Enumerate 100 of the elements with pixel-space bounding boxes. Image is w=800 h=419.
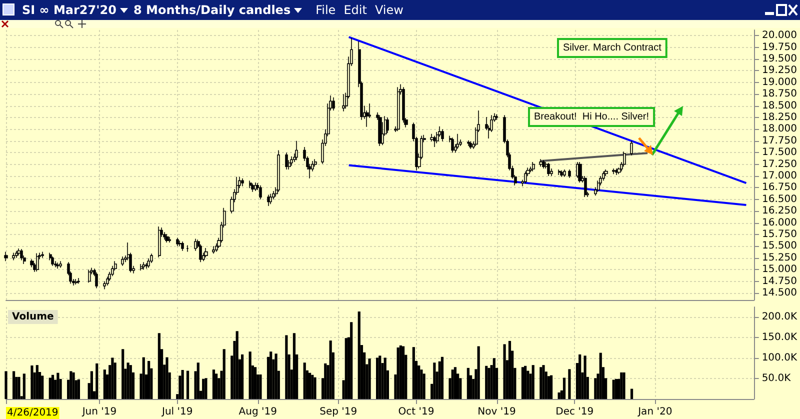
y-tick-label: 100.0K [762,352,798,364]
candlestick [277,150,280,192]
bar [90,371,93,399]
chart-title: SI ∞ Mar27'20 [22,3,116,17]
candlestick [547,162,550,176]
candlestick [59,260,62,268]
bar [158,333,160,399]
candlestick [433,135,436,148]
candlestick [456,133,459,150]
candlestick [163,232,166,240]
bar [129,365,132,399]
bar [285,335,288,399]
bar [314,377,316,399]
bar [492,358,496,399]
candlestick [342,94,345,112]
candlestick [194,238,197,252]
bar [358,312,360,399]
candlestick [249,180,252,189]
bar [22,374,26,399]
candlestick [75,278,78,285]
candlestick [524,170,527,184]
bar [274,354,278,399]
candlestick [269,193,272,204]
candlestick [529,166,532,173]
bar [599,352,602,399]
y-tick-label: 14.500 [762,287,798,298]
bar [186,370,190,399]
bar [532,365,534,399]
x-tick-label: Jan '20 [637,406,672,418]
bar [30,365,34,399]
candlestick [568,169,571,178]
bar [324,363,327,399]
x-tick-label: Nov '19 [478,406,516,418]
candlestick [285,152,288,170]
candlestick [267,194,270,206]
bar [620,372,623,399]
candlestick [259,184,262,200]
bar [412,347,415,399]
candlestick [397,86,400,132]
candlestick [30,258,34,268]
bar [542,365,545,399]
bar [630,388,634,399]
candlestick [17,248,21,256]
bar [508,340,512,399]
bar [142,357,145,399]
candlestick [539,158,543,168]
candlestick [578,162,582,183]
bar [308,372,312,399]
bar [77,379,80,399]
bar [222,349,226,399]
bar [384,358,386,399]
y-tick-label: 19.250 [762,65,798,76]
bar [614,378,618,399]
candlestick [451,137,454,153]
bar [303,362,306,399]
candlestick [51,256,54,266]
bar [477,346,480,399]
bar [196,362,200,399]
candlestick [142,262,145,270]
candlestick [95,272,98,289]
bar [399,345,402,399]
chart-subtitle: 8 Months/Daily candles [134,3,291,17]
bar [166,357,168,399]
candlestick [630,140,633,156]
candlestick [168,236,171,243]
candlestick [158,226,161,258]
bar [248,352,252,399]
x-tick-label: Sep '19 [320,406,358,418]
bar [181,370,184,399]
candlestick [441,128,444,142]
x-tick-label: Dec '19 [556,406,594,418]
bar [485,366,488,399]
bar [378,356,382,399]
bar [562,378,566,399]
bar [550,375,553,399]
candlestick [54,260,57,268]
bar [344,338,348,399]
bar [420,370,423,399]
candlestick [251,183,254,192]
candlestick [563,169,566,178]
candlestick [212,246,215,254]
y-tick-label: 18.500 [762,100,798,112]
bar [12,371,16,399]
y-tick-label: 150.0K [762,332,798,344]
bar [376,358,379,399]
bar [433,362,436,399]
candlestick [106,276,109,286]
chart-title: Volume [12,312,54,322]
bar [240,354,244,399]
bar [438,361,441,399]
bar [292,333,296,399]
candlestick [290,156,293,166]
bar [96,363,98,399]
bar [259,374,262,399]
candlestick [77,278,80,284]
y-tick-label: 19.000 [762,76,798,88]
candlestick [332,96,335,111]
bar [422,374,426,399]
x-tick-label: Jul '19 [161,406,193,418]
candlestick [140,264,143,271]
